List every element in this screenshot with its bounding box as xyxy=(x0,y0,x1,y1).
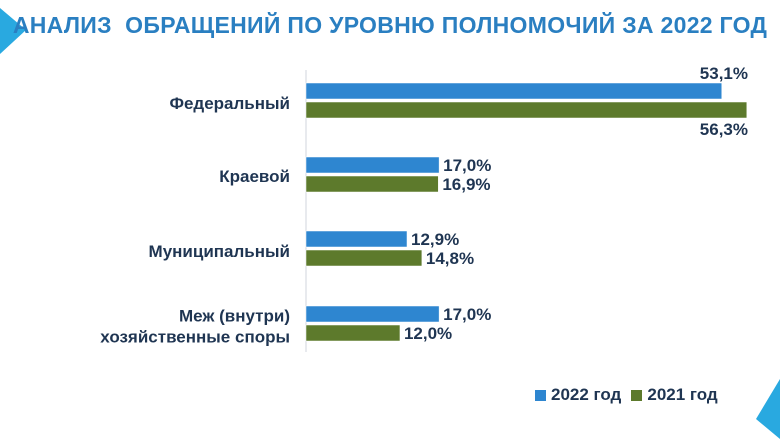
bar-2022 xyxy=(305,156,440,174)
page-title: АНАЛИЗ ОБРАЩЕНИЙ ПО УРОВНЮ ПОЛНОМОЧИЙ ЗА… xyxy=(12,12,768,38)
bar-2022 xyxy=(305,230,408,248)
decorative-triangle-right xyxy=(756,379,780,439)
legend-item-2022: 2022 год xyxy=(535,385,621,405)
bar-2022 xyxy=(305,82,723,100)
bar-2022 xyxy=(305,305,440,323)
bar-2021 xyxy=(305,175,439,193)
data-label: 53,1% xyxy=(700,64,748,83)
data-label: 12,0% xyxy=(404,324,452,343)
legend-label-2022: 2022 год xyxy=(551,385,622,404)
data-label: 14,8% xyxy=(426,249,474,268)
legend-item-2021: 2021 год xyxy=(631,385,718,405)
bar-2021 xyxy=(305,249,423,267)
bar-2021 xyxy=(305,101,748,119)
category-label: Муниципальный xyxy=(149,242,290,261)
category-label: Меж (внутри) xyxy=(179,307,290,326)
legend-swatch-2022 xyxy=(535,389,546,401)
data-label: 17,0% xyxy=(443,156,491,175)
data-label: 56,3% xyxy=(700,120,748,139)
category-label: хозяйственные споры xyxy=(100,328,290,347)
bar-2021 xyxy=(305,324,401,342)
legend-swatch-2021 xyxy=(631,389,643,401)
legend-label-2021: 2021 год xyxy=(647,385,718,404)
data-label: 16,9% xyxy=(442,175,490,194)
chart-legend: 2022 год 2021 год xyxy=(535,385,718,405)
data-label: 17,0% xyxy=(443,305,491,324)
decorative-triangle-left xyxy=(0,8,26,54)
data-label: 12,9% xyxy=(411,230,459,249)
category-label: Федеральный xyxy=(169,94,290,113)
category-label: Краевой xyxy=(219,167,290,186)
